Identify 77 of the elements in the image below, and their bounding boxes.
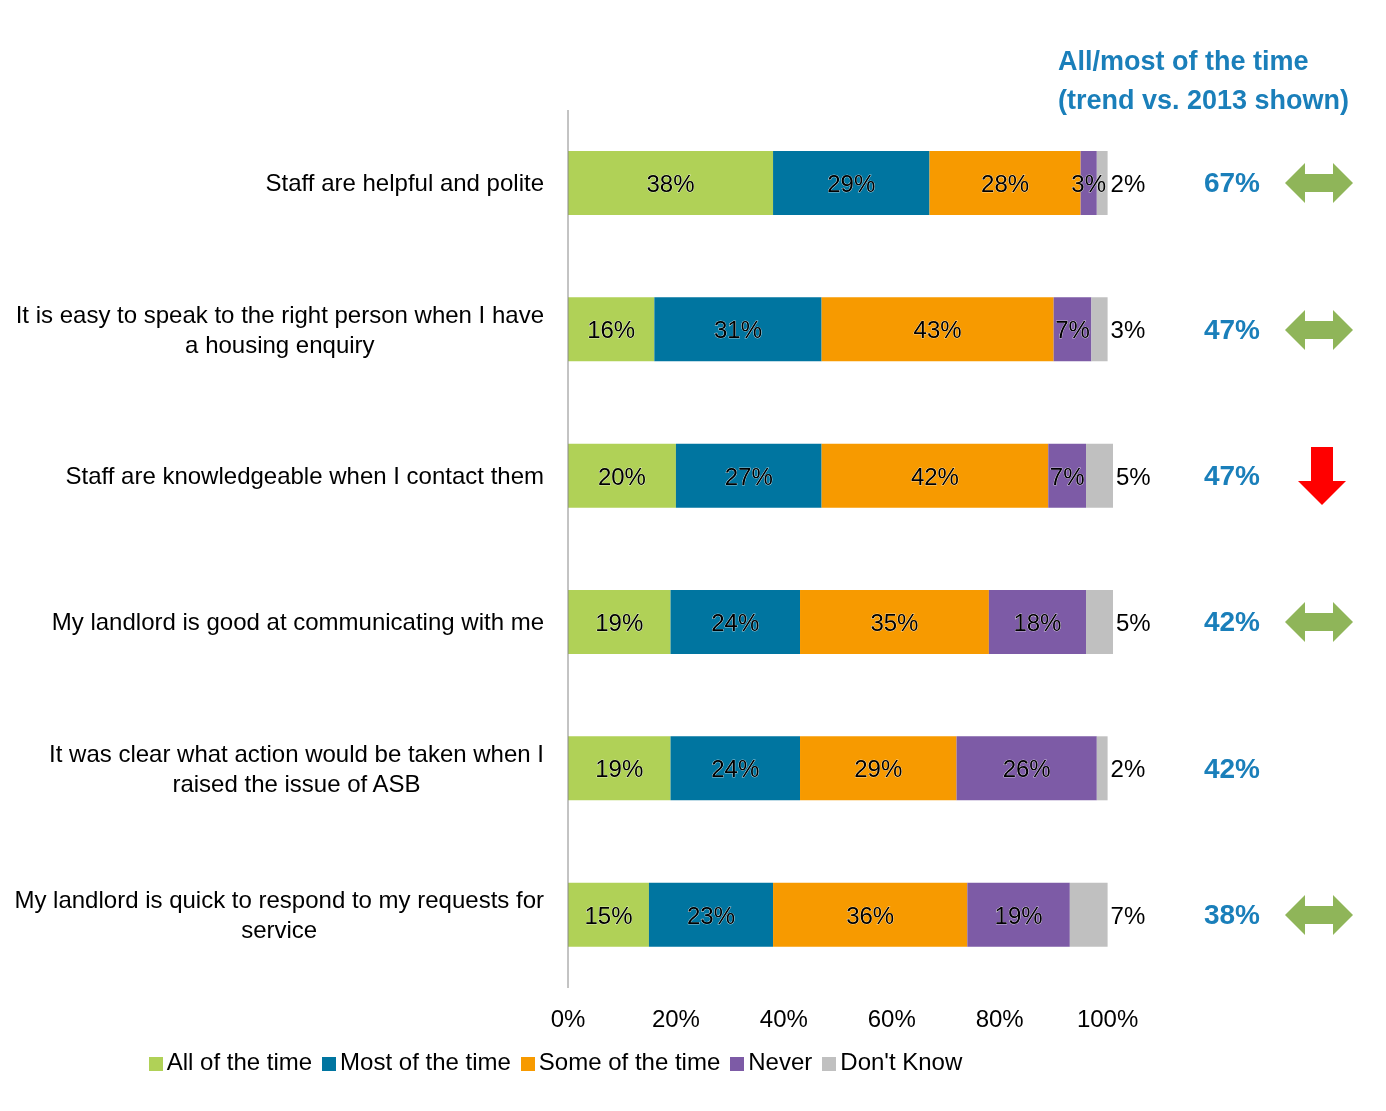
text: 42% bbox=[1202, 751, 1261, 786]
data-label: 3% bbox=[1110, 316, 1146, 344]
data-label: 16% bbox=[587, 316, 636, 344]
y-tick-label: It is easy to speak to the right person when I have a housing enquiry bbox=[15, 300, 544, 358]
data-label: 7% bbox=[1055, 316, 1090, 344]
data-label: 5% bbox=[1116, 462, 1151, 490]
legend-label: Never bbox=[748, 1048, 813, 1075]
bar bbox=[1091, 297, 1108, 362]
data-label: 28% bbox=[981, 169, 1030, 197]
data-label: 5% bbox=[1116, 608, 1151, 636]
bar bbox=[648, 882, 774, 947]
y-tick-label: It was clear what action would be taken when I raised the issue of ASB bbox=[49, 739, 545, 797]
bar bbox=[568, 589, 671, 654]
data-label: 19% bbox=[595, 755, 644, 783]
data-label: 24% bbox=[711, 755, 760, 783]
data-label: 7% bbox=[1110, 901, 1146, 929]
text: 42% bbox=[1202, 605, 1261, 640]
text: 38% bbox=[1202, 897, 1261, 932]
data-label: 7% bbox=[1049, 462, 1085, 490]
data-label: 18% bbox=[1013, 608, 1062, 636]
legend-label: Most of the time bbox=[340, 1048, 511, 1075]
data-label: 2% bbox=[1110, 755, 1146, 783]
bar bbox=[654, 297, 822, 362]
data-label: 42% bbox=[910, 462, 959, 490]
legend-label: All of the time bbox=[166, 1048, 313, 1075]
text: 47% bbox=[1202, 312, 1261, 347]
x-tick-label: 40% bbox=[759, 1005, 808, 1033]
y-tick-label: Staff are helpful and polite bbox=[265, 169, 544, 197]
data-label: 2% bbox=[1110, 169, 1146, 197]
data-label: 20% bbox=[597, 462, 646, 490]
text: 47% bbox=[1202, 458, 1261, 493]
bar bbox=[988, 589, 1087, 654]
bar bbox=[568, 150, 774, 215]
data-label: 43% bbox=[913, 316, 962, 344]
bar bbox=[821, 297, 1054, 362]
bar bbox=[568, 443, 676, 508]
y-tick-label: Staff are knowledgeable when I contact them bbox=[65, 461, 544, 489]
data-label: 29% bbox=[827, 169, 876, 197]
bar bbox=[1086, 589, 1113, 654]
data-label: 36% bbox=[846, 901, 895, 929]
annotation: All/most of the time (trend vs. 2013 shown) bbox=[1058, 45, 1351, 117]
y-tick-label: My landlord is good at communicating with me bbox=[51, 608, 544, 636]
y-tick-label: My landlord is quick to respond to my requests for service bbox=[14, 885, 544, 943]
data-label: 31% bbox=[713, 316, 762, 344]
legend-label: Some of the time bbox=[538, 1048, 721, 1075]
bar bbox=[800, 589, 989, 654]
x-tick-label: 100% bbox=[1076, 1005, 1139, 1033]
bar bbox=[956, 736, 1097, 801]
data-label: 24% bbox=[711, 608, 760, 636]
data-label: 29% bbox=[854, 755, 903, 783]
bar bbox=[1096, 736, 1108, 801]
bar bbox=[821, 443, 1049, 508]
data-label: 35% bbox=[870, 608, 919, 636]
data-label: 19% bbox=[994, 901, 1043, 929]
data-label: 27% bbox=[724, 462, 773, 490]
data-label: 38% bbox=[646, 169, 695, 197]
bar bbox=[1069, 882, 1108, 947]
bar bbox=[967, 882, 1070, 947]
x-tick-label: 20% bbox=[651, 1005, 700, 1033]
text: 67% bbox=[1202, 166, 1261, 201]
data-label: 19% bbox=[595, 608, 644, 636]
data-label: 15% bbox=[584, 901, 633, 929]
bar bbox=[670, 589, 801, 654]
bar bbox=[1086, 443, 1113, 508]
x-tick-label: 0% bbox=[550, 1005, 586, 1033]
bar bbox=[568, 882, 649, 947]
data-label: 23% bbox=[686, 901, 736, 929]
bar bbox=[670, 736, 801, 801]
bar bbox=[773, 150, 930, 215]
bar bbox=[773, 882, 968, 947]
bar bbox=[568, 736, 671, 801]
bar bbox=[800, 736, 957, 801]
bar bbox=[675, 443, 822, 508]
x-tick-label: 60% bbox=[867, 1005, 916, 1033]
legend-label: Don't Know bbox=[840, 1048, 963, 1075]
x-tick-label: 80% bbox=[975, 1005, 1024, 1033]
data-label: 26% bbox=[1002, 755, 1051, 783]
